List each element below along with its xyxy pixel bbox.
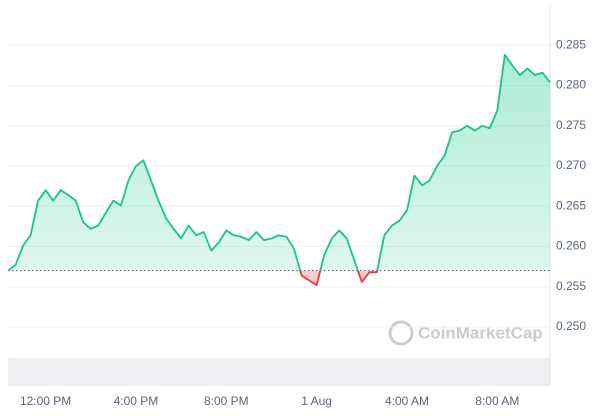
x-tick-label: 12:00 PM (20, 394, 71, 408)
price-line-up (7, 54, 551, 271)
y-tick-label: 0.255 (556, 279, 586, 293)
y-tick-label: 0.250 (556, 319, 586, 333)
x-tick-label: 8:00 AM (475, 394, 519, 408)
y-tick-label: 0.260 (556, 239, 586, 253)
y-tick-label: 0.265 (556, 198, 586, 212)
x-tick-label: 4:00 AM (385, 394, 429, 408)
area-up (8, 54, 550, 271)
y-tick-label: 0.270 (556, 158, 586, 172)
y-tick-label: 0.280 (556, 78, 586, 92)
watermark-logo (388, 320, 414, 346)
x-tick-label: 1 Aug (301, 394, 332, 408)
watermark: CoinMarketCap (418, 323, 543, 342)
x-tick-label: 8:00 PM (204, 394, 249, 408)
y-tick-label: 0.275 (556, 118, 586, 132)
x-tick-label: 4:00 PM (114, 394, 159, 408)
volume-band (8, 358, 550, 385)
y-tick-label: 0.285 (556, 37, 586, 51)
